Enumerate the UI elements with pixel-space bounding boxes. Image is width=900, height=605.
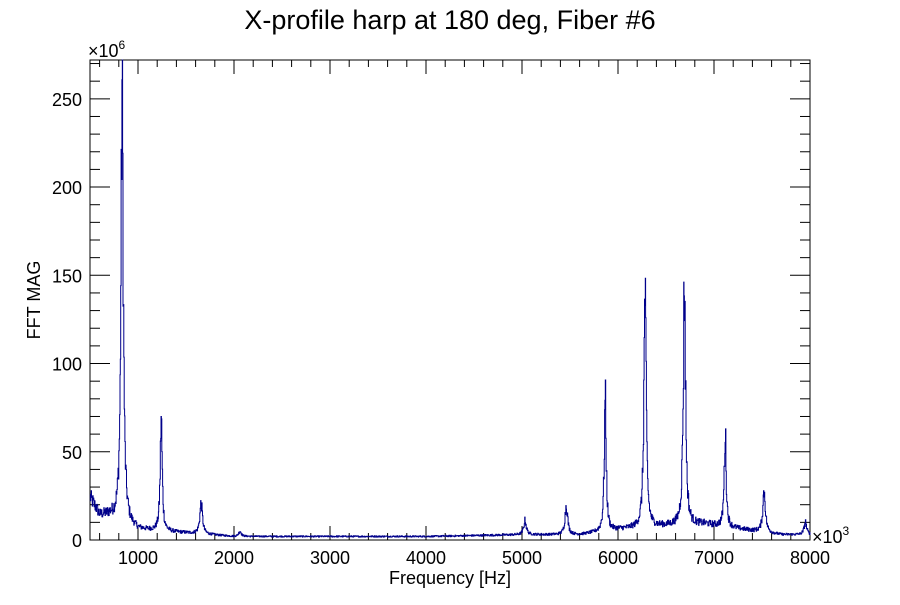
x-tick-label: 7000: [694, 548, 734, 568]
x-tick-label: 2000: [214, 548, 254, 568]
x-tick-label: 3000: [310, 548, 350, 568]
x-axis-label: Frequency [Hz]: [389, 568, 511, 588]
y-tick-label: 150: [52, 266, 82, 286]
y-tick-label: 0: [72, 531, 82, 551]
y-tick-label: 250: [52, 90, 82, 110]
y-tick-label: 100: [52, 355, 82, 375]
y-tick-label: 50: [62, 443, 82, 463]
y-tick-label: 200: [52, 178, 82, 198]
y-multiplier: ×106: [88, 38, 126, 61]
x-tick-label: 6000: [598, 548, 638, 568]
spectrum-line: [89, 59, 811, 538]
x-tick-label: 4000: [406, 548, 446, 568]
tick-labels: 1000 2000 3000 4000 5000 6000 7000 8000 0 50 100 15…: [52, 90, 830, 568]
axis-ticks: [90, 60, 811, 541]
y-axis-label: FFT MAG: [24, 261, 44, 340]
x-tick-label: 5000: [502, 548, 542, 568]
plot-frame: [89, 59, 811, 541]
x-tick-label: 8000: [790, 548, 830, 568]
x-multiplier: ×103: [812, 524, 850, 547]
chart-title: X-profile harp at 180 deg, Fiber #6: [244, 5, 655, 35]
x-tick-label: 1000: [118, 548, 158, 568]
